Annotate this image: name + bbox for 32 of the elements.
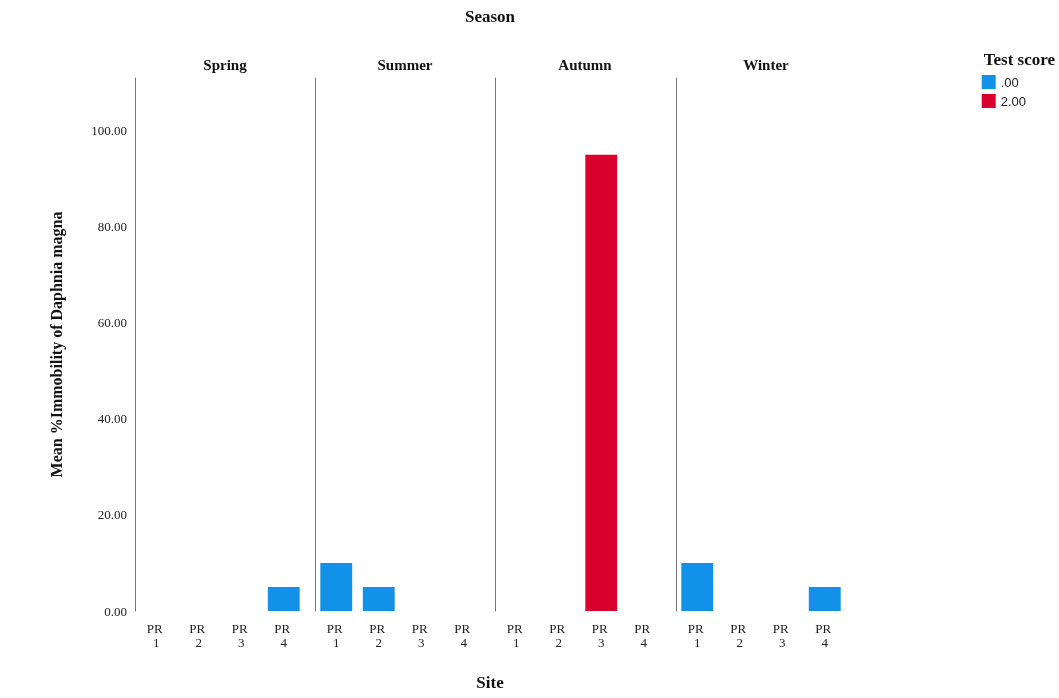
chart-title: Summer bbox=[377, 56, 433, 73]
text: Season bbox=[464, 7, 516, 26]
y-tick-label: 100.00 bbox=[91, 123, 127, 139]
text: Site bbox=[476, 673, 505, 692]
x-tick-label: PR 1 bbox=[506, 620, 526, 650]
legend-label: 2.00 bbox=[1000, 93, 1027, 109]
legend-title: Test score bbox=[983, 50, 1056, 69]
y-tick-label: 0.00 bbox=[104, 603, 127, 619]
x-tick-label: PR 3 bbox=[772, 620, 792, 650]
y-tick-label: 40.00 bbox=[97, 411, 127, 427]
y-tick-label: 60.00 bbox=[97, 315, 127, 331]
y-axis-title: Mean %Immobility of Daphnia magna bbox=[47, 211, 66, 478]
x-tick-label: PR 4 bbox=[815, 620, 835, 650]
y-tick-label: 20.00 bbox=[97, 507, 127, 523]
chart-title: Winter bbox=[743, 56, 790, 73]
x-tick-label: PR 1 bbox=[326, 620, 346, 650]
x-tick-label: PR 4 bbox=[274, 620, 294, 650]
x-tick-label: PR 4 bbox=[634, 620, 654, 650]
x-tick-label: PR 4 bbox=[454, 620, 474, 650]
y-tick-label: 80.00 bbox=[97, 219, 127, 235]
x-tick-label: PR 2 bbox=[189, 620, 209, 650]
x-tick-label: PR 3 bbox=[231, 620, 251, 650]
x-tick-label: PR 2 bbox=[730, 620, 750, 650]
legend-label: .00 bbox=[1000, 74, 1019, 90]
x-tick-label: PR 2 bbox=[549, 620, 569, 650]
x-tick-label: PR 3 bbox=[591, 620, 611, 650]
chart-title: Autumn bbox=[558, 56, 613, 73]
x-tick-label: PR 2 bbox=[369, 620, 389, 650]
x-tick-label: PR 1 bbox=[687, 620, 707, 650]
chart-title: Spring bbox=[203, 56, 248, 73]
x-tick-label: PR 3 bbox=[411, 620, 431, 650]
x-tick-label: PR 1 bbox=[146, 620, 166, 650]
